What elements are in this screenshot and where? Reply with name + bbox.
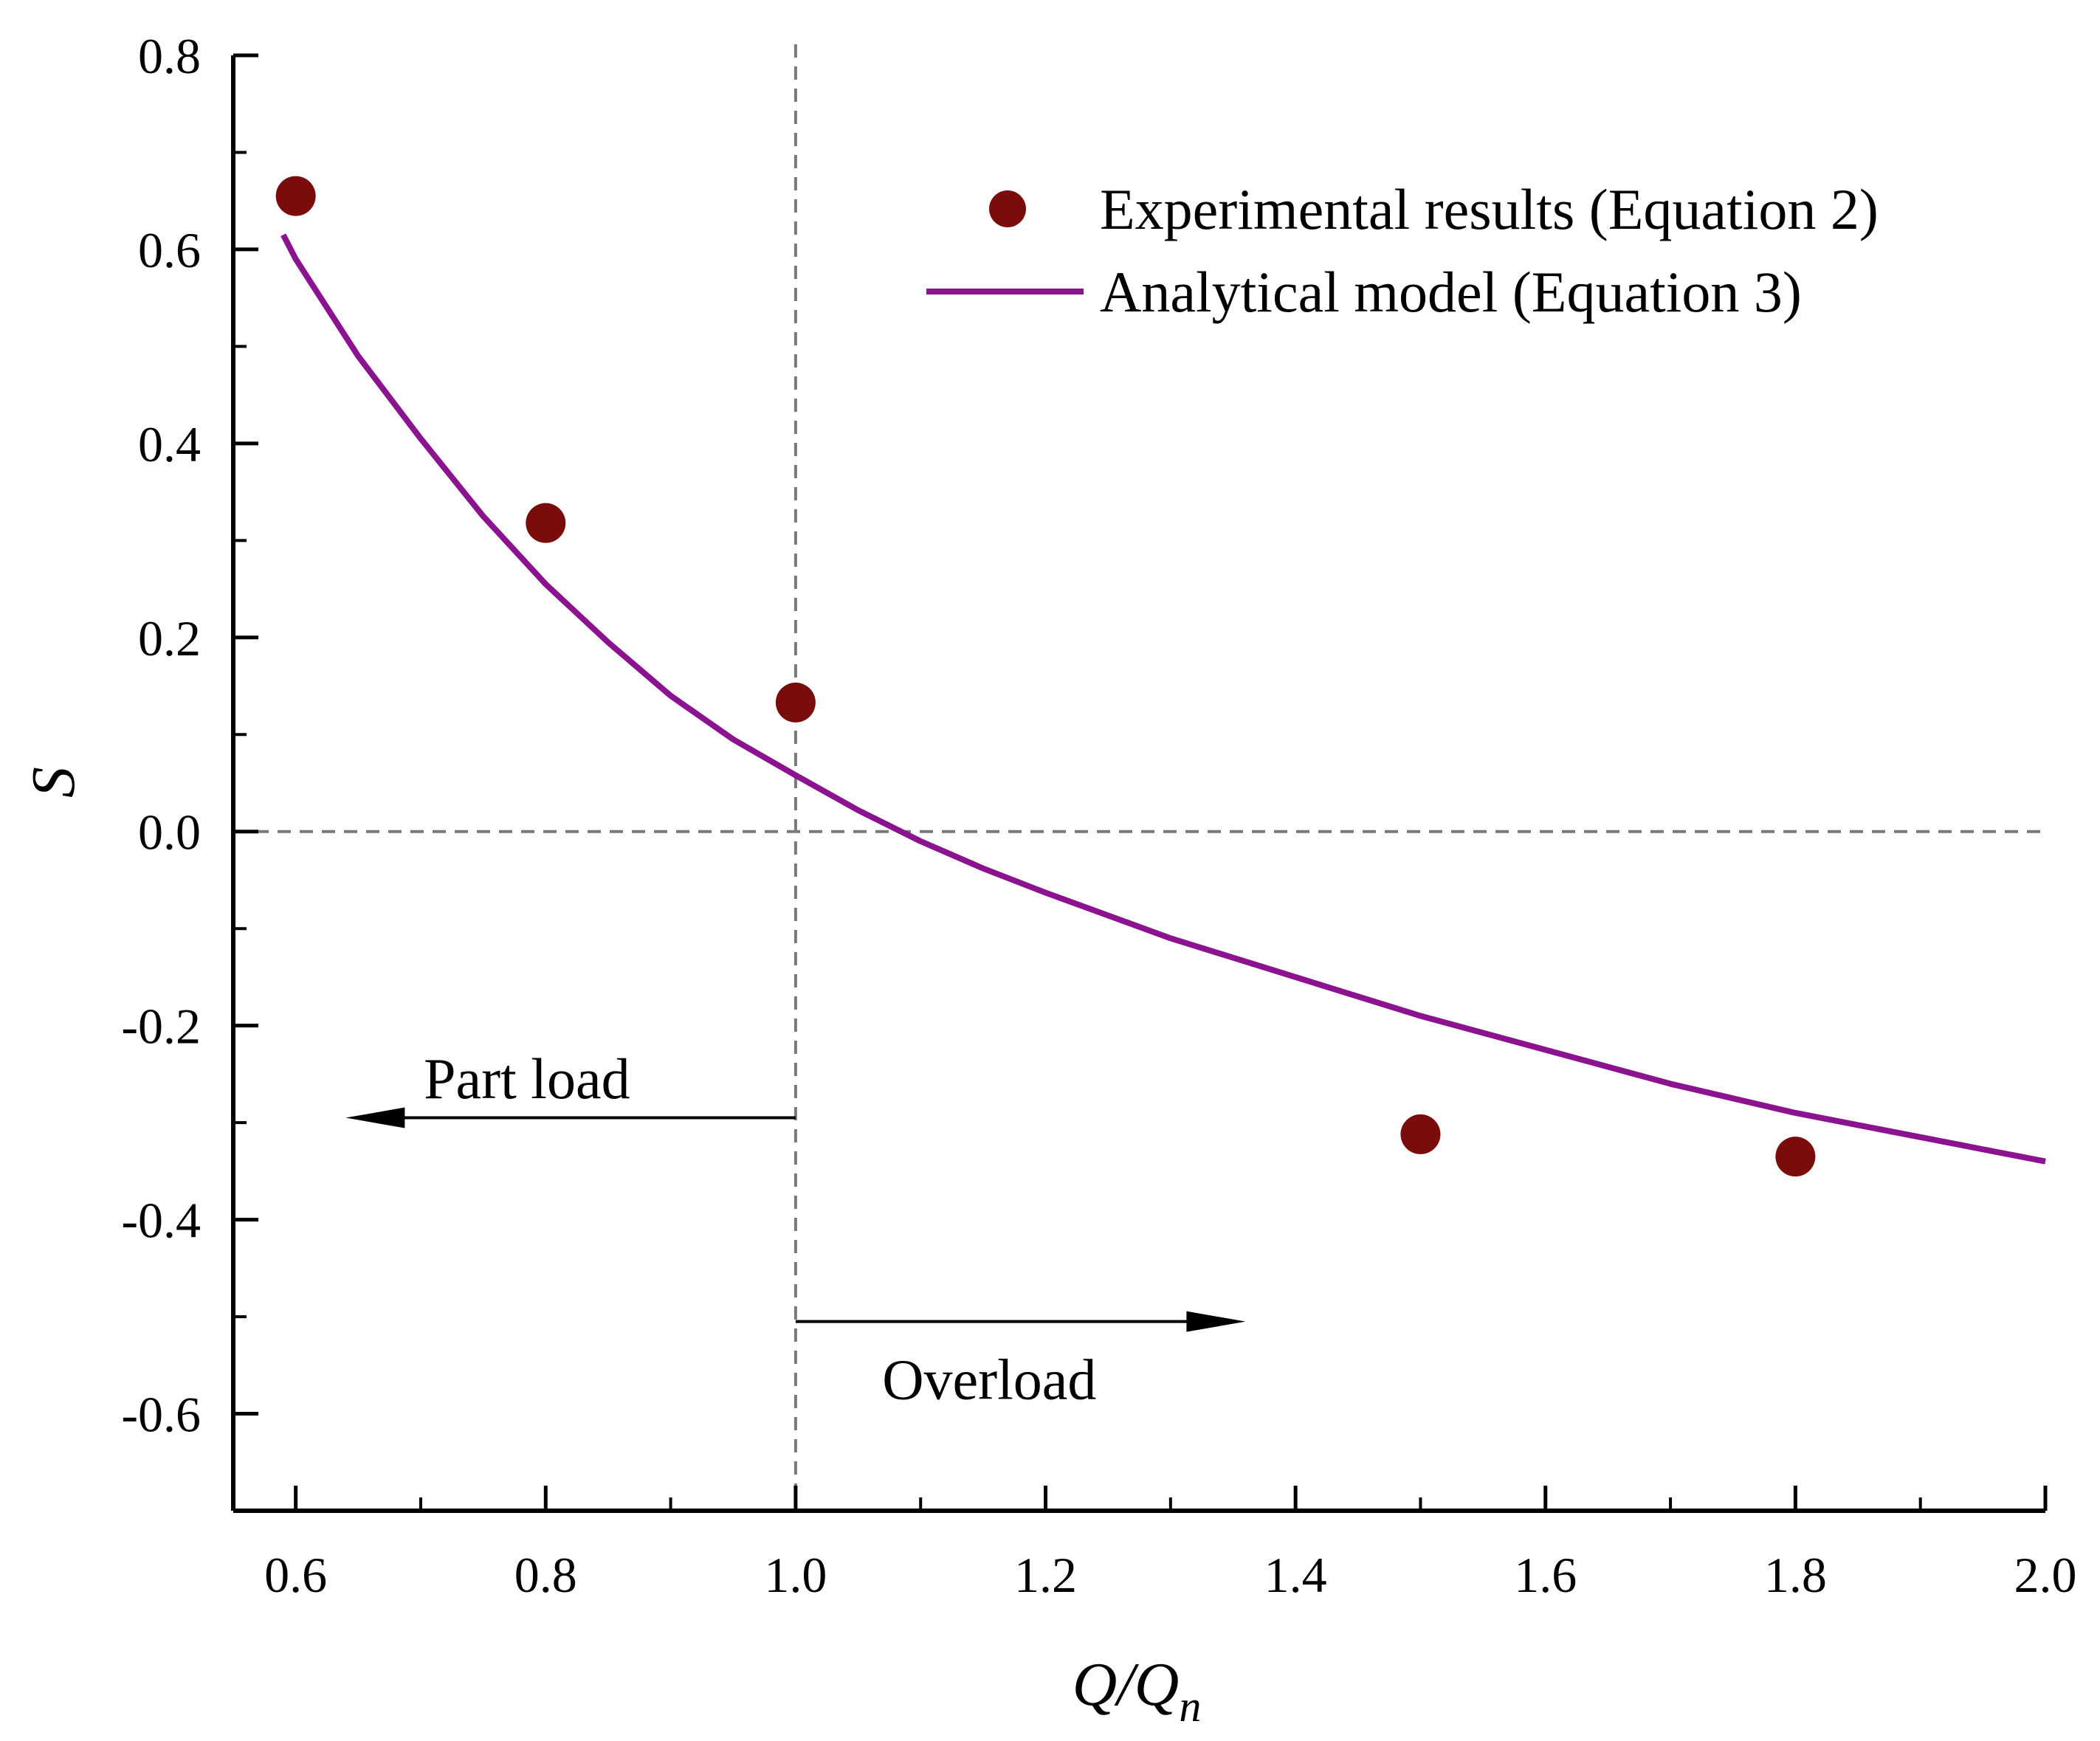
y-tick-label: -0.2 (121, 999, 201, 1055)
x-axis-title: Q/Qn (1073, 1650, 1202, 1731)
x-axis-title-main: Q/Q (1073, 1650, 1180, 1719)
x-tick-label: 1.0 (764, 1547, 827, 1603)
experimental-point (775, 682, 816, 723)
part-load-label: Part load (424, 1047, 630, 1111)
overload-arrow-head (1186, 1311, 1246, 1332)
y-tick-label: -0.6 (121, 1387, 201, 1443)
plot-series (275, 176, 2046, 1177)
y-axis-title: S (19, 767, 88, 798)
y-tick-label: 0.6 (138, 222, 201, 278)
legend-label-experimental: Experimental results (Equation 2) (1100, 177, 1879, 241)
experimental-point (526, 503, 566, 543)
x-tick-label: 0.6 (264, 1547, 327, 1603)
y-tick-label: 0.2 (138, 610, 201, 666)
part-load-arrow-head (345, 1107, 405, 1128)
x-tick-label: 1.6 (1514, 1547, 1577, 1603)
y-tick-label: 0.8 (138, 28, 201, 84)
x-tick-label: 1.2 (1014, 1547, 1077, 1603)
axes (231, 55, 2045, 1513)
axis-ticks: 0.6 0.8 1.0 1.2 1.4 1.6 1.8 2.0 -0.6 -0.4 -0.2 0.0 0… (121, 28, 2076, 1603)
experimental-point (1775, 1137, 1816, 1177)
x-tick-label: 1.8 (1764, 1547, 1827, 1603)
x-tick-label: 1.4 (1264, 1547, 1327, 1603)
overload-label: Overload (882, 1348, 1096, 1412)
analytical-model-line (280, 233, 2046, 1165)
legend: Experimental results (Equation 2) Analyti… (926, 177, 1879, 324)
experimental-point (1400, 1114, 1441, 1154)
experimental-point (275, 176, 316, 216)
x-tick-label: 0.8 (514, 1547, 577, 1603)
annotations: Part load Overload (345, 1047, 1246, 1412)
x-axis-title-subscript: n (1179, 1682, 1201, 1731)
x-tick-label: 2.0 (2014, 1547, 2077, 1603)
legend-marker-experimental (989, 190, 1026, 227)
y-tick-label: 0.0 (138, 804, 201, 861)
legend-label-analytical: Analytical model (Equation 3) (1100, 260, 1802, 324)
y-tick-label: -0.4 (121, 1193, 201, 1249)
y-tick-label: 0.4 (138, 416, 201, 472)
